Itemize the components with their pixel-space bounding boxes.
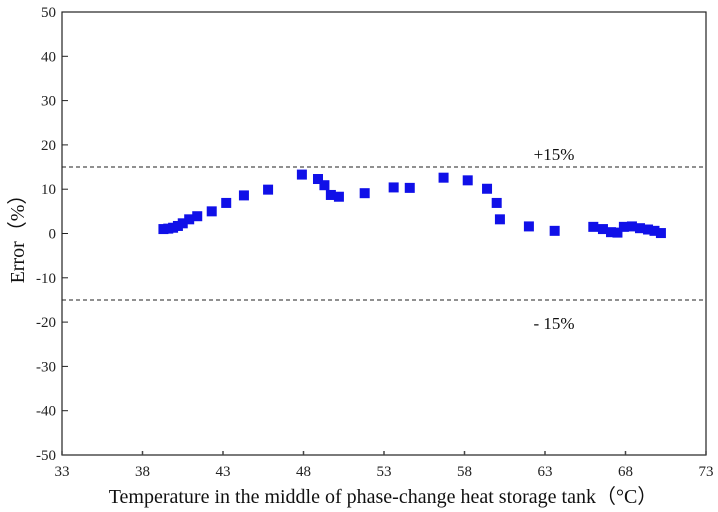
data-point xyxy=(192,211,203,222)
data-point xyxy=(491,197,502,208)
y-tick-label: -50 xyxy=(36,448,56,464)
y-tick-label: 20 xyxy=(41,138,56,154)
data-point xyxy=(597,224,608,235)
x-tick-label: 68 xyxy=(618,464,633,480)
data-point xyxy=(388,182,399,193)
data-point xyxy=(312,174,323,185)
data-point xyxy=(221,197,232,208)
y-tick-label: 40 xyxy=(41,49,56,65)
data-point xyxy=(626,221,637,232)
y-tick-label: -30 xyxy=(36,359,56,375)
data-point xyxy=(462,175,473,186)
data-point xyxy=(649,225,660,236)
data-point xyxy=(606,227,617,238)
data-point xyxy=(404,182,415,193)
data-point xyxy=(177,218,188,229)
data-point xyxy=(359,188,370,199)
x-tick-label: 63 xyxy=(538,464,553,480)
x-tick-label: 33 xyxy=(55,464,70,480)
x-tick-label: 58 xyxy=(457,464,472,480)
data-point xyxy=(549,225,560,236)
data-point xyxy=(634,223,645,234)
data-point xyxy=(325,189,336,200)
x-tick-label: 38 xyxy=(135,464,150,480)
data-point xyxy=(655,228,666,239)
x-tick-label: 43 xyxy=(216,464,231,480)
y-axis-title: Error（%） xyxy=(6,185,29,284)
y-tick-label: -10 xyxy=(36,271,56,287)
x-tick-label: 73 xyxy=(699,464,714,480)
reference-line-label: - 15% xyxy=(533,314,574,333)
data-point xyxy=(588,221,599,232)
data-point xyxy=(643,224,654,235)
data-point xyxy=(296,169,307,180)
y-tick-label: 50 xyxy=(41,5,56,21)
data-point xyxy=(494,214,505,225)
y-tick-label: 30 xyxy=(41,94,56,110)
x-tick-label: 53 xyxy=(377,464,392,480)
data-point xyxy=(438,172,449,183)
data-point xyxy=(238,190,249,201)
data-point xyxy=(319,180,330,191)
plot-area: -50 -40 -30 -20 -10 0 10 20 30 40 50 33 38 43 48 53 58 63… xyxy=(36,5,714,480)
data-point xyxy=(206,206,217,217)
x-axis-title: Temperature in the middle of phase-chang… xyxy=(109,485,658,508)
data-point xyxy=(482,183,493,194)
data-point xyxy=(333,191,344,202)
y-tick-label: 0 xyxy=(49,227,57,243)
data-point xyxy=(523,221,534,232)
data-point xyxy=(263,184,274,195)
data-point xyxy=(184,214,195,225)
data-point xyxy=(612,227,623,238)
data-point xyxy=(618,221,629,232)
y-tick-label: -40 xyxy=(36,404,56,420)
x-tick-label: 48 xyxy=(296,464,311,480)
y-tick-label: -20 xyxy=(36,315,56,331)
y-tick-label: 10 xyxy=(41,182,56,198)
reference-line-label: +15% xyxy=(534,145,575,164)
